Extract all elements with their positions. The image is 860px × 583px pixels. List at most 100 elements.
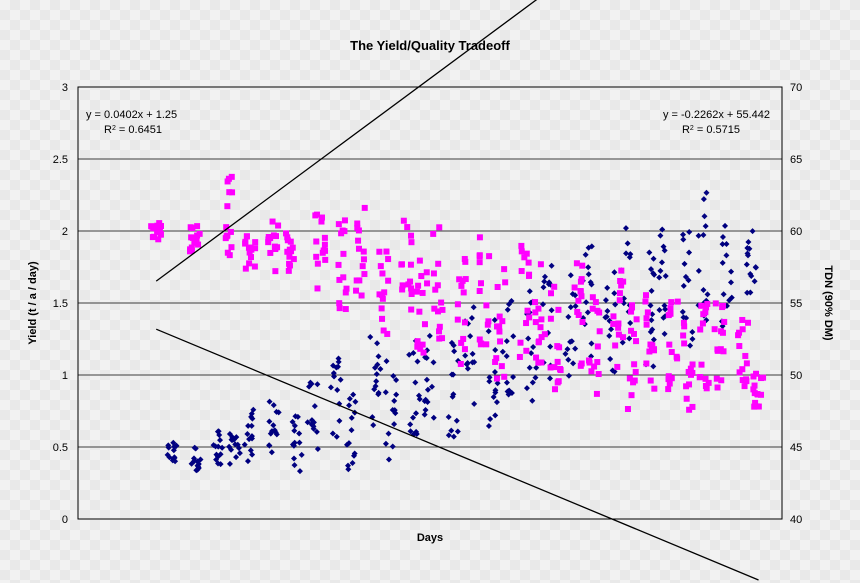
- yield-point: [744, 250, 751, 257]
- tdn-point: [578, 276, 585, 283]
- tdn-point: [454, 301, 461, 308]
- yield-point: [249, 451, 256, 458]
- tdn-point: [589, 305, 596, 312]
- yield-point: [747, 270, 754, 277]
- tdn-point: [354, 220, 361, 227]
- tdn-point: [535, 339, 542, 346]
- yield-point: [329, 430, 336, 437]
- yield-point: [661, 247, 668, 254]
- tdn-point: [496, 313, 503, 320]
- tdn-point: [313, 211, 320, 218]
- yield-point: [233, 454, 240, 461]
- tdn-point: [571, 284, 578, 291]
- tdn-point: [532, 299, 539, 306]
- yield-point: [657, 232, 664, 239]
- tdn-point: [624, 406, 631, 413]
- yield-point: [314, 381, 321, 388]
- yield-point: [657, 267, 664, 274]
- tdn-point: [436, 323, 443, 330]
- yield-point: [471, 359, 478, 366]
- tdn-point: [758, 375, 765, 382]
- tdn-point: [417, 345, 424, 352]
- tdn-point: [680, 332, 687, 339]
- yield-point: [680, 282, 687, 289]
- yield-point: [656, 307, 663, 314]
- data-points: [148, 173, 767, 475]
- yield-point: [430, 359, 437, 366]
- tdn-point: [704, 300, 711, 307]
- tdn-point: [592, 299, 599, 306]
- tdn-point: [575, 311, 582, 318]
- tdn-point: [154, 222, 161, 229]
- yield-point: [751, 278, 758, 285]
- yield-point: [350, 391, 357, 398]
- tdn-point: [361, 204, 368, 211]
- yield-point: [272, 429, 279, 436]
- tdn-point: [594, 343, 601, 350]
- yield-point: [486, 378, 493, 385]
- left-tick-label: 2.5: [53, 154, 68, 166]
- yield-point: [313, 428, 320, 435]
- yield-point: [679, 308, 686, 315]
- yield-point: [572, 303, 579, 310]
- tdn-point: [224, 249, 231, 256]
- yield-point: [373, 371, 380, 378]
- yield-point: [685, 277, 692, 284]
- tdn-point: [408, 285, 415, 292]
- yield-point: [407, 428, 414, 435]
- tdn-point: [436, 328, 443, 335]
- tdn-point: [313, 238, 320, 245]
- yield-point: [565, 372, 572, 379]
- yield-point: [681, 260, 688, 267]
- tdn-point: [314, 285, 321, 292]
- tdn-point: [359, 263, 366, 270]
- yield-point: [413, 410, 420, 417]
- tdn-point: [419, 289, 426, 296]
- tdn-point: [547, 290, 554, 297]
- tdn-point: [521, 254, 528, 261]
- tdn-point: [149, 223, 156, 230]
- tdn-point: [755, 403, 762, 410]
- yield-point: [492, 412, 499, 419]
- tdn-point: [191, 239, 198, 246]
- tdn-point: [434, 308, 441, 315]
- tdn-point: [456, 276, 463, 283]
- yield-point: [346, 395, 353, 402]
- yield-point: [289, 418, 296, 425]
- tdn-point: [355, 237, 362, 244]
- yield-point: [412, 379, 419, 386]
- tdn-point: [379, 315, 386, 322]
- tdn-point: [650, 346, 657, 353]
- yield-point: [622, 225, 629, 232]
- yield-point: [528, 350, 535, 357]
- yield-point: [194, 458, 201, 465]
- tdn-point: [336, 300, 343, 307]
- yield-point: [216, 431, 223, 438]
- yield-point: [723, 252, 730, 259]
- yield-point: [572, 345, 579, 352]
- tdn-point: [274, 244, 281, 251]
- tdn-point: [631, 361, 638, 368]
- yield-point: [494, 380, 501, 387]
- tdn-point: [408, 232, 415, 239]
- left-tick-label: 0.5: [53, 442, 68, 454]
- tdn-point: [407, 278, 414, 285]
- yield-point: [266, 442, 273, 449]
- yield-point: [391, 421, 398, 428]
- tdn-point: [651, 385, 658, 392]
- tdn-point: [642, 298, 649, 305]
- tdn-point: [284, 237, 291, 244]
- tdn-point: [610, 313, 617, 320]
- yield-point: [372, 383, 379, 390]
- tdn-point: [485, 318, 492, 325]
- yield-point: [217, 451, 224, 458]
- tdn-point: [431, 305, 438, 312]
- yield-point: [385, 430, 392, 437]
- tdn-point: [555, 306, 562, 313]
- tdn-point: [668, 299, 675, 306]
- yield-point: [611, 368, 618, 375]
- yield-point: [370, 422, 377, 429]
- tdn-point: [314, 260, 321, 267]
- yield-point: [720, 291, 727, 298]
- tdn-point: [630, 330, 637, 337]
